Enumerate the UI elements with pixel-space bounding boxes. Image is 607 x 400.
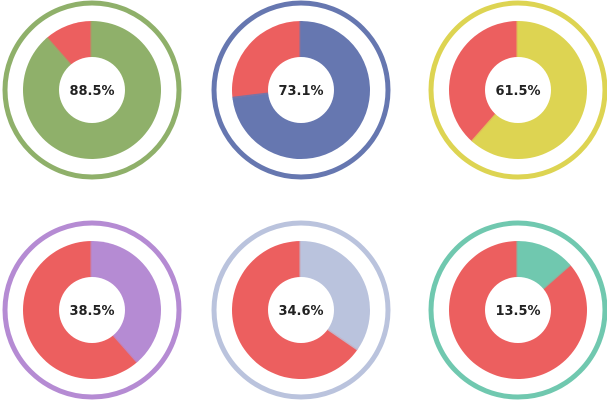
percent-label: 38.5% <box>69 304 114 319</box>
donut-hole <box>485 57 551 123</box>
slice-value <box>301 241 370 350</box>
percent-label: 88.5% <box>69 84 114 99</box>
donut-hole <box>485 277 551 343</box>
donut-2: 73.1% <box>211 0 391 180</box>
donut-6: 13.5% <box>428 220 607 400</box>
slice-value <box>92 241 161 362</box>
slice-divider <box>327 327 359 351</box>
percent-label: 61.5% <box>495 84 540 99</box>
slice-divider <box>232 92 269 100</box>
percent-label: 34.6% <box>278 304 323 319</box>
outer-ring <box>2 0 182 180</box>
donut-3: 61.5% <box>428 0 607 180</box>
slice-remainder <box>448 20 518 142</box>
donut-hole <box>268 277 334 343</box>
outer-ring <box>2 220 182 400</box>
percent-label: 13.5% <box>495 304 540 319</box>
donut-hole <box>59 57 125 123</box>
outer-ring <box>211 0 391 180</box>
slice-divider <box>45 37 72 67</box>
slice-divider <box>471 113 498 143</box>
slice-divider <box>541 263 571 290</box>
outer-ring <box>211 220 391 400</box>
percent-label: 73.1% <box>278 84 323 99</box>
outer-ring <box>428 220 607 400</box>
outer-ring <box>428 0 607 180</box>
donut-5: 34.6% <box>211 220 391 400</box>
slice-divider <box>112 333 139 363</box>
donut-hole <box>268 57 334 123</box>
donut-4: 38.5% <box>2 220 182 400</box>
donut-1: 88.5% <box>2 0 182 180</box>
donut-hole <box>59 277 125 343</box>
